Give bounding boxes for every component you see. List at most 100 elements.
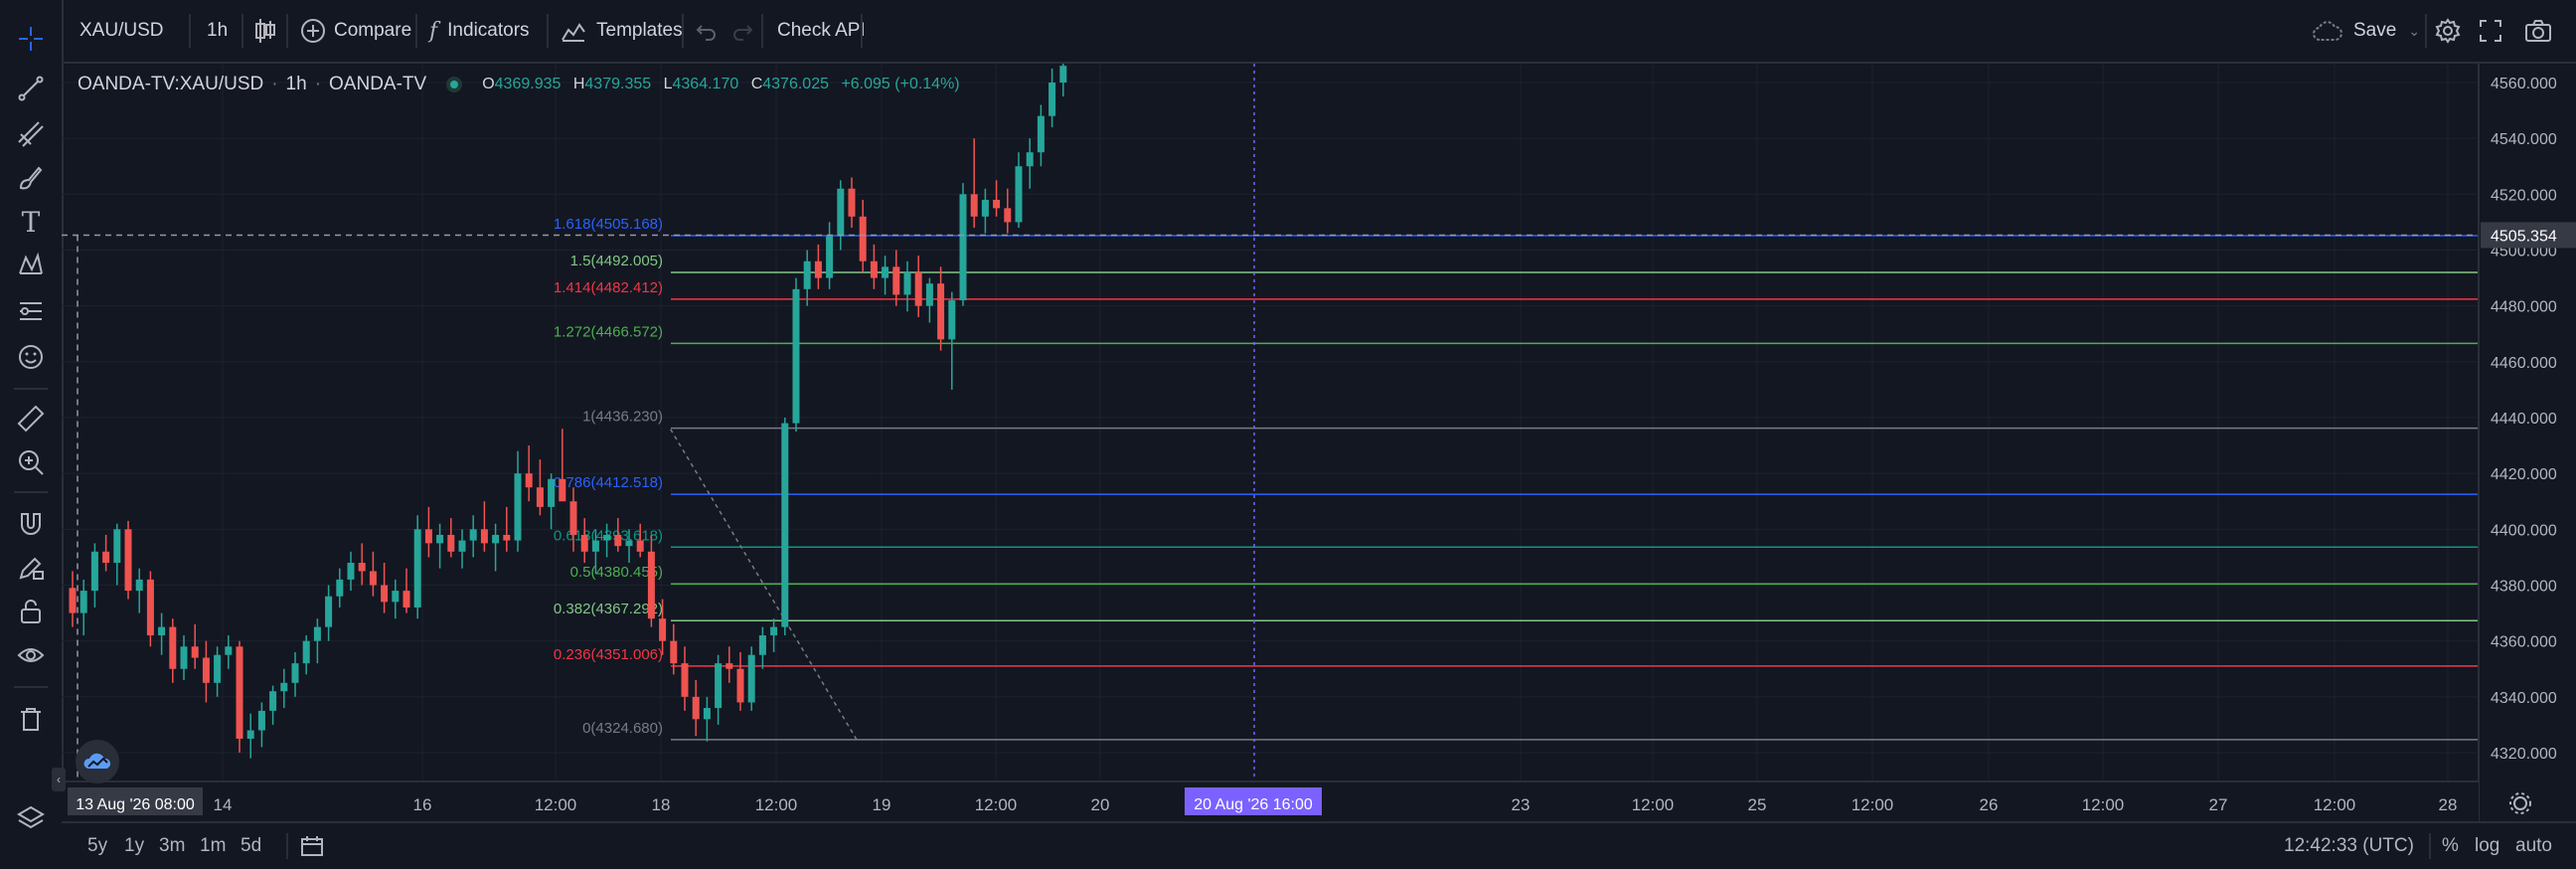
go-to-date-button[interactable] [300, 823, 324, 869]
compare-button[interactable]: Compare [300, 0, 411, 62]
tradingview-logo[interactable] [76, 740, 119, 783]
toolbar-divider [761, 14, 763, 48]
candle [191, 623, 199, 669]
check-api-button[interactable]: Check API [777, 0, 866, 62]
toolbar-divider [14, 491, 48, 493]
fx-icon: f [429, 18, 438, 44]
symbol-search-button[interactable]: XAU/USD [80, 0, 163, 62]
brush-icon [19, 166, 43, 190]
candle [559, 429, 566, 502]
svg-text:20 Aug '26 16:00: 20 Aug '26 16:00 [1194, 796, 1313, 813]
fib-tool[interactable] [14, 117, 48, 151]
range-3m-button[interactable]: 3m [159, 823, 185, 869]
magnet-tool[interactable] [14, 507, 48, 541]
percent-scale-button[interactable]: % [2442, 823, 2459, 869]
prediction-tool[interactable] [14, 294, 48, 328]
chevron-left-icon: ‹ [57, 773, 61, 786]
candle [469, 515, 477, 558]
chart-type-button[interactable] [254, 0, 276, 62]
candle [580, 518, 588, 564]
text-tool[interactable]: T [14, 205, 48, 239]
time-tick-label: 12:00 [2082, 795, 2125, 814]
object-tree-button[interactable] [14, 801, 48, 835]
chart-grid [62, 64, 2479, 782]
fib-trend-line[interactable] [669, 428, 858, 741]
redo-button[interactable] [731, 0, 753, 62]
drawing-toolbar: T [0, 0, 64, 867]
screenshot-button[interactable] [2524, 0, 2552, 62]
pattern-tool[interactable] [14, 249, 48, 282]
candle [781, 418, 789, 636]
measure-tool[interactable] [14, 402, 48, 435]
interval-label: 1h [207, 20, 229, 41]
undo-button[interactable] [696, 0, 718, 62]
range-5y-button[interactable]: 5y [87, 823, 107, 869]
price-tick-label: 4320.000 [2491, 746, 2557, 763]
ruler-icon [17, 405, 45, 433]
templates-button[interactable]: Templates [561, 0, 683, 62]
legend-interval: 1h [285, 74, 307, 94]
range-5d-button[interactable]: 5d [241, 823, 261, 869]
price-tick-label: 4440.000 [2491, 411, 2557, 428]
fib-level-label: 1.272(4466.572) [554, 323, 663, 340]
stay-drawing-tool[interactable] [14, 551, 48, 585]
text-icon: T [21, 205, 41, 239]
range-label: 5y [87, 835, 108, 856]
lock-drawings-tool[interactable] [14, 595, 48, 628]
crosshair-tool[interactable] [14, 22, 48, 56]
candle [614, 518, 622, 552]
interval-button[interactable]: 1h [207, 0, 228, 62]
legend-symbol[interactable]: OANDA-TV:XAU/USD [78, 74, 264, 94]
compare-label: Compare [334, 20, 412, 41]
crosshair-icon [19, 27, 43, 51]
prediction-icon [20, 302, 42, 320]
range-1m-button[interactable]: 1m [200, 823, 226, 869]
candle [747, 646, 755, 711]
price-tick-label: 4560.000 [2491, 76, 2557, 92]
save-button[interactable]: Save ⌄ [2312, 0, 2420, 62]
candle [1059, 64, 1067, 97]
brush-tool[interactable] [14, 161, 48, 195]
price-tick-label: 4540.000 [2491, 131, 2557, 148]
candle [1037, 104, 1045, 167]
layers-icon [17, 805, 45, 829]
fullscreen-icon [2480, 20, 2501, 42]
axis-settings-icon[interactable] [2509, 792, 2531, 814]
candle [914, 256, 922, 317]
candle [447, 518, 455, 558]
close-value: 4376.025 [762, 76, 829, 92]
timezone-button[interactable]: 12:42:33 (UTC) [2284, 823, 2414, 869]
hide-drawings-tool[interactable] [14, 638, 48, 672]
icons-tool[interactable] [14, 340, 48, 374]
indicators-button[interactable]: f Indicators [429, 0, 530, 62]
candle [1048, 68, 1056, 127]
candle [302, 635, 310, 675]
candle [246, 713, 254, 759]
candle [90, 543, 98, 608]
candle [1026, 138, 1034, 189]
candle [848, 177, 856, 229]
collapse-toolbar-button[interactable]: ‹ [52, 768, 66, 791]
fullscreen-button[interactable] [2479, 0, 2502, 62]
trend-line-tool[interactable] [14, 72, 48, 105]
log-scale-button[interactable]: log [2475, 823, 2499, 869]
range-label: 1m [200, 835, 227, 856]
time-tick-label: 16 [413, 795, 432, 814]
undo-icon [696, 25, 716, 41]
zoom-tool[interactable] [14, 445, 48, 479]
candle [480, 501, 488, 552]
crosshair-price-label: 4505.354 [2481, 222, 2576, 249]
pencil-lock-icon [19, 557, 44, 580]
candle [402, 568, 410, 613]
auto-scale-button[interactable]: auto [2515, 823, 2552, 869]
price-chart[interactable]: 1.618(4505.168) 1.5(4492.005) 1.414(4482.4… [62, 64, 2576, 821]
range-1y-button[interactable]: 1y [124, 823, 144, 869]
price-tick-label: 4520.000 [2491, 187, 2557, 204]
candle [703, 696, 711, 742]
remove-drawings-tool[interactable] [14, 702, 48, 736]
time-tick-label: 18 [652, 795, 671, 814]
gear-icon [2435, 18, 2461, 44]
settings-button[interactable] [2435, 0, 2461, 62]
candle [436, 523, 444, 569]
candle [1004, 188, 1012, 234]
